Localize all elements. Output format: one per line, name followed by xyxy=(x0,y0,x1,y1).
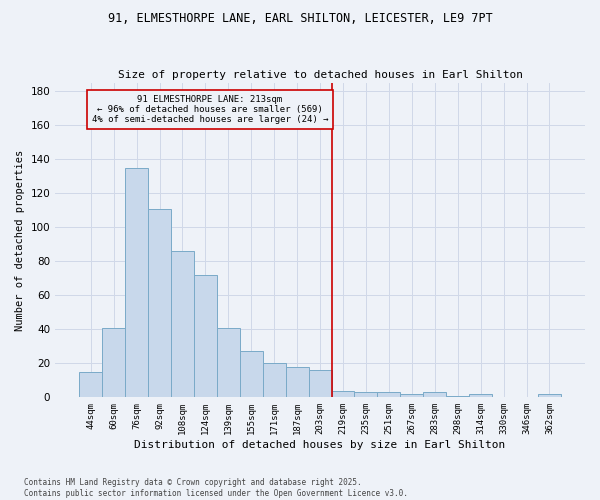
Bar xyxy=(148,208,171,398)
Text: Contains HM Land Registry data © Crown copyright and database right 2025.
Contai: Contains HM Land Registry data © Crown c… xyxy=(24,478,408,498)
Bar xyxy=(377,392,400,398)
Bar xyxy=(240,352,263,398)
Bar xyxy=(102,328,125,398)
Bar xyxy=(355,392,377,398)
Bar xyxy=(125,168,148,398)
Bar xyxy=(79,372,102,398)
Bar xyxy=(217,328,240,398)
Text: 91, ELMESTHORPE LANE, EARL SHILTON, LEICESTER, LE9 7PT: 91, ELMESTHORPE LANE, EARL SHILTON, LEIC… xyxy=(107,12,493,26)
Bar xyxy=(400,394,423,398)
Y-axis label: Number of detached properties: Number of detached properties xyxy=(15,150,25,330)
Bar xyxy=(538,394,561,398)
Bar xyxy=(171,251,194,398)
Text: 91 ELMESTHORPE LANE: 213sqm
← 96% of detached houses are smaller (569)
4% of sem: 91 ELMESTHORPE LANE: 213sqm ← 96% of det… xyxy=(92,94,328,124)
Bar xyxy=(446,396,469,398)
Bar xyxy=(469,394,492,398)
Bar xyxy=(308,370,332,398)
Bar xyxy=(194,275,217,398)
Bar xyxy=(423,392,446,398)
Bar xyxy=(332,390,355,398)
X-axis label: Distribution of detached houses by size in Earl Shilton: Distribution of detached houses by size … xyxy=(134,440,506,450)
Title: Size of property relative to detached houses in Earl Shilton: Size of property relative to detached ho… xyxy=(118,70,523,81)
Bar xyxy=(286,366,308,398)
Bar xyxy=(263,364,286,398)
